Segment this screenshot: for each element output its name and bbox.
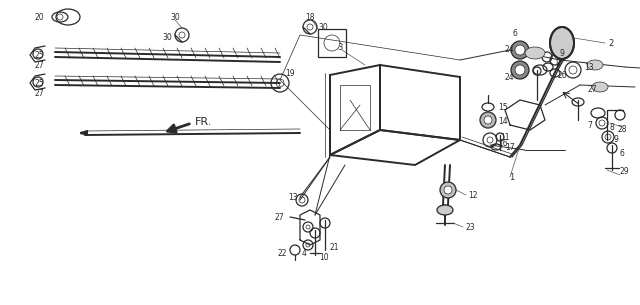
Text: 13: 13 [584,63,594,73]
Text: 14: 14 [498,117,508,127]
Ellipse shape [587,60,603,70]
Text: 30: 30 [170,13,180,21]
Text: 29: 29 [620,167,630,177]
Text: 23: 23 [465,224,475,232]
Text: 19: 19 [285,69,294,77]
Circle shape [511,61,529,79]
Circle shape [440,182,456,198]
Text: 25: 25 [35,78,44,88]
Circle shape [515,45,525,55]
Text: 8: 8 [610,123,615,131]
Text: 7: 7 [587,120,592,130]
Text: 6: 6 [513,28,517,38]
Circle shape [515,65,525,75]
Text: 10: 10 [319,253,328,261]
Text: 13: 13 [289,192,298,202]
Text: 18: 18 [305,13,315,21]
Text: 8: 8 [556,59,561,67]
Text: 27: 27 [275,213,284,221]
Text: 16: 16 [498,138,508,148]
Text: 24: 24 [504,45,514,55]
Text: 11: 11 [500,132,509,142]
Circle shape [480,112,496,128]
Text: 2: 2 [608,38,613,48]
Text: 1: 1 [509,174,515,182]
Text: 12: 12 [468,192,477,200]
Circle shape [444,186,452,194]
Text: 24: 24 [504,73,514,81]
Text: 21: 21 [330,243,339,253]
Text: 27: 27 [35,88,44,98]
Ellipse shape [437,205,453,215]
Ellipse shape [592,82,608,92]
Text: 27: 27 [35,60,44,70]
Ellipse shape [525,47,545,59]
Text: 25: 25 [35,51,44,59]
Text: 17: 17 [505,143,515,152]
Text: 6: 6 [620,149,625,157]
Circle shape [511,41,529,59]
Text: 3: 3 [337,42,342,52]
Text: 30: 30 [318,23,328,31]
Text: FR.: FR. [195,117,212,127]
Text: 27: 27 [588,85,598,95]
Ellipse shape [550,27,574,59]
Circle shape [484,116,492,124]
Text: 4: 4 [301,249,307,257]
Text: 26: 26 [558,70,568,80]
Bar [318,29,346,57]
Text: 28: 28 [618,125,627,135]
Text: 22: 22 [278,249,287,257]
Text: 15: 15 [498,102,508,112]
Text: 9: 9 [614,135,619,145]
Polygon shape [80,130,88,136]
Text: 9: 9 [560,49,565,59]
Text: 20: 20 [35,13,44,21]
Text: 30: 30 [163,34,172,42]
